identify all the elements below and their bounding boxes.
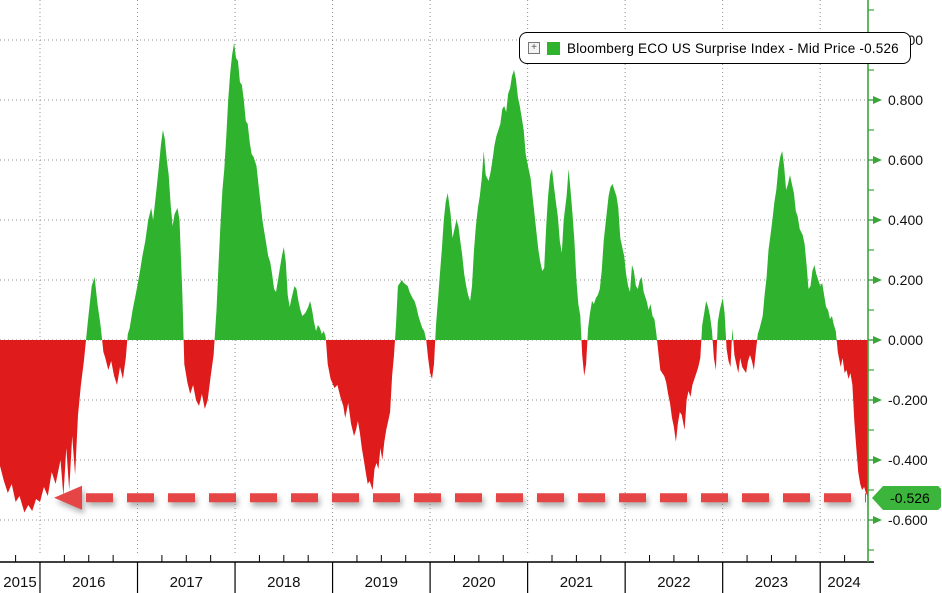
gridlines [0, 0, 868, 555]
y-tick-arrow-icon [873, 96, 882, 104]
y-tick-arrow-icon [873, 276, 882, 284]
legend-expand-icon[interactable]: + [528, 42, 540, 54]
y-axis-label: 0.600 [888, 152, 924, 168]
y-axis-label: 0.800 [888, 92, 924, 108]
arrow-head-icon [54, 485, 82, 510]
y-axis [867, 0, 882, 562]
y-tick-arrow-icon [873, 516, 882, 524]
y-axis-label: -0.400 [888, 452, 928, 468]
y-tick-arrow-icon [873, 396, 882, 404]
x-axis [0, 555, 874, 593]
y-tick-arrow-icon [873, 336, 882, 344]
x-axis-year-label: 2022 [657, 574, 691, 591]
y-axis-label: -0.200 [888, 392, 928, 408]
y-axis-label: -0.600 [888, 512, 928, 528]
last-price-arrow [54, 485, 866, 510]
x-axis-year-label: 2017 [169, 574, 203, 591]
x-axis-year-label: 2015 [3, 574, 37, 591]
y-tick-arrow-icon [873, 216, 882, 224]
legend-series-swatch [547, 41, 560, 55]
area-positive [0, 43, 868, 340]
y-tick-arrow-icon [873, 456, 882, 464]
x-axis-year-label: 2018 [267, 574, 301, 591]
x-axis-year-label: 2020 [462, 574, 496, 591]
y-axis-label: 0.000 [888, 332, 924, 348]
x-axis-year-label: 2016 [72, 574, 106, 591]
y-axis-label: 0.400 [888, 212, 924, 228]
y-tick-arrow-icon [873, 156, 882, 164]
x-axis-year-label: 2024 [827, 574, 861, 591]
x-axis-year-label: 2021 [559, 574, 594, 591]
area-negative [0, 340, 868, 513]
last-price-badge: -0.526 [872, 486, 941, 510]
y-axis-label: 0.200 [888, 272, 924, 288]
x-axis-year-label: 2019 [364, 574, 399, 591]
legend-series-label: Bloomberg ECO US Surprise Index - Mid Pr… [567, 40, 899, 56]
legend-box[interactable]: + Bloomberg ECO US Surprise Index - Mid … [519, 32, 911, 64]
x-axis-year-label: 2023 [754, 574, 789, 591]
